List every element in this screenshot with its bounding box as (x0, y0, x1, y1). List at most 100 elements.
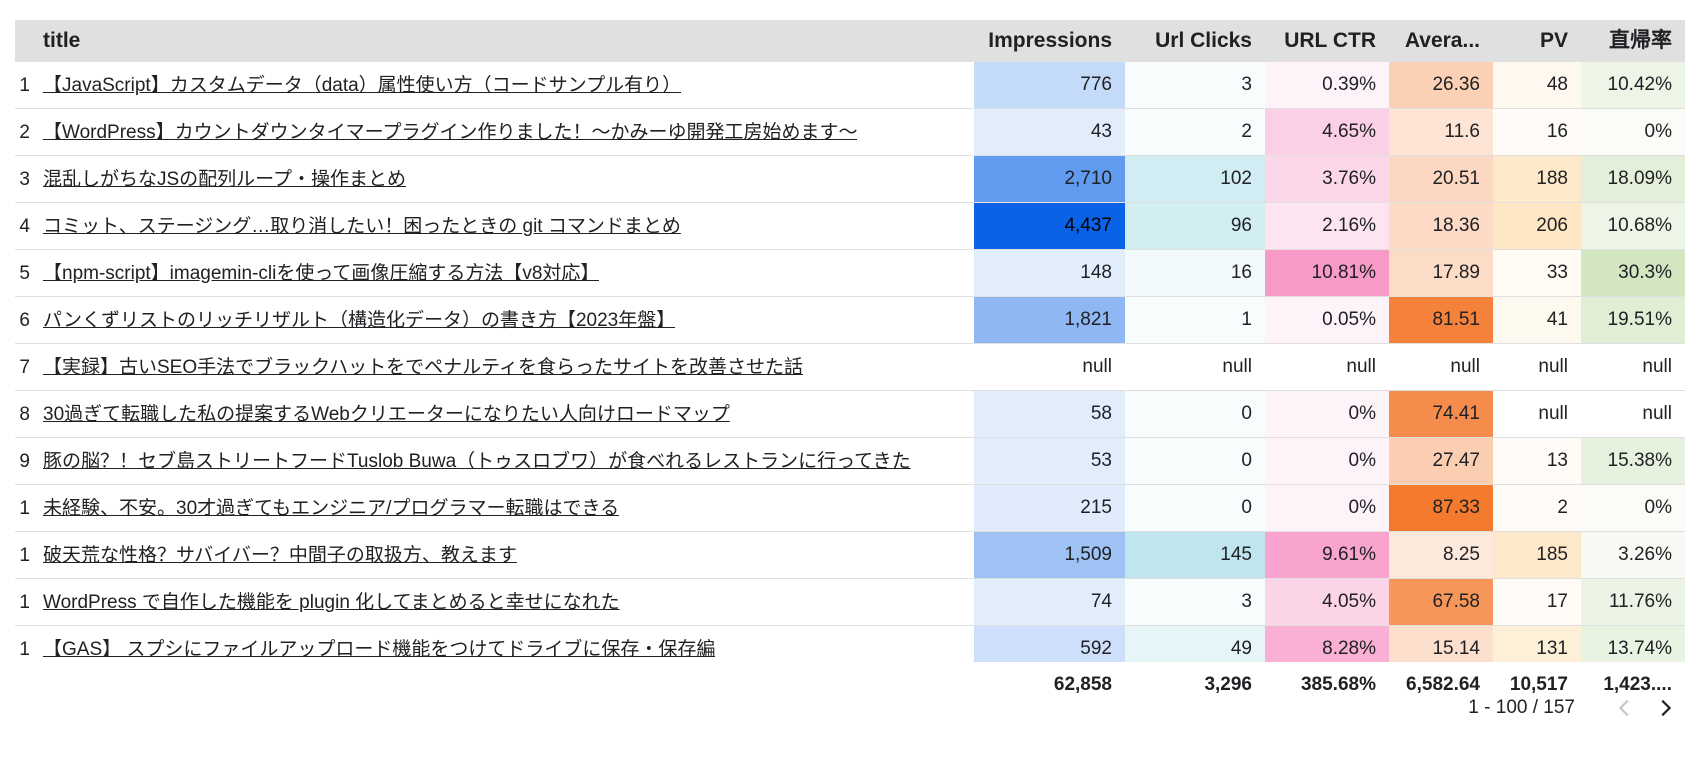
next-page-button[interactable] (1645, 688, 1685, 728)
title-link[interactable]: パンくずリストのリッチリザルト（構造化データ）の書き方【2023年盤】 (43, 309, 676, 331)
row-index: 1 (19, 591, 30, 613)
title-link[interactable]: 未経験、不安。30才過ぎてもエンジニア/プログラマー転職はできる (43, 497, 620, 519)
title-link[interactable]: 豚の脳？！セブ島ストリートフードTuslob Buwa（トゥスロブワ）が食べれる… (43, 450, 911, 472)
row-index: 1 (19, 497, 30, 519)
cell-title: 1 【GAS】 スプシにファイルアップロード機能をつけてドライブに保存・保存編 (15, 626, 974, 662)
header-average[interactable]: Avera... (1404, 29, 1480, 52)
cell-url-clicks: 0 (1125, 438, 1265, 484)
totals-title-cell (15, 663, 974, 707)
cell-url-clicks: 16 (1125, 250, 1265, 296)
cell-average: null (1450, 356, 1480, 377)
title-link[interactable]: WordPress で自作した機能を plugin 化してまとめると幸せになれた (43, 591, 620, 613)
cell-url-clicks: 3 (1125, 579, 1265, 625)
row-index: 8 (19, 403, 30, 425)
title-link[interactable]: 混乱しがちなJSの配列ループ・操作まとめ (43, 168, 407, 190)
cell-average: 26.36 (1389, 62, 1493, 108)
header-url-clicks[interactable]: Url Clicks (1155, 29, 1252, 52)
table-row[interactable]: 3 混乱しがちなJSの配列ループ・操作まとめ 2,710 102 3.76% 20.51 1… (15, 156, 1685, 203)
title-link[interactable]: 【実録】古いSEO手法でブラックハットをでペナルティを食らったサイトを改善させた… (43, 356, 804, 378)
table-row[interactable]: 2 【WordPress】カウントダウンタイマープラグイン作りました！〜かみーゆ開… (15, 109, 1685, 156)
cell-impressions: 1,821 (974, 297, 1125, 343)
cell-bounce-rate: null (1642, 356, 1672, 377)
table-row[interactable]: 8 30過ぎて転職した私の提案するWebクリエーターになりたい人向けロードマップ 5… (15, 391, 1685, 438)
table-row[interactable]: 9 豚の脳？！セブ島ストリートフードTuslob Buwa（トゥスロブワ）が食べれ… (15, 438, 1685, 485)
cell-url-ctr: 3.76% (1265, 156, 1389, 202)
cell-bounce-rate: 3.26% (1581, 532, 1685, 578)
table-row[interactable]: 4 コミット、ステージング…取り消したい！困ったときの git コマンドまとめ 4,… (15, 203, 1685, 250)
table-header: title Impressions Url Clicks URL CTR Ave… (15, 20, 1685, 62)
cell-average: 17.89 (1389, 250, 1493, 296)
cell-average: 18.36 (1389, 203, 1493, 249)
header-title[interactable]: title (43, 29, 81, 52)
table-row[interactable]: 1 【JavaScript】カスタムデータ（data）属性使い方（コードサンプル有… (15, 62, 1685, 109)
cell-impressions: 1,509 (974, 532, 1125, 578)
cell-impressions: null (1082, 356, 1112, 377)
header-bounce-rate[interactable]: 直帰率 (1609, 29, 1672, 52)
cell-impressions: 53 (974, 438, 1125, 484)
cell-bounce-rate: 15.38% (1581, 438, 1685, 484)
cell-url-ctr: 10.81% (1265, 250, 1389, 296)
cell-pv: 206 (1493, 203, 1581, 249)
total-impressions: 62,858 (1053, 674, 1112, 695)
header-url-ctr[interactable]: URL CTR (1284, 29, 1376, 52)
cell-pv: 16 (1493, 109, 1581, 155)
cell-title: 8 30過ぎて転職した私の提案するWebクリエーターになりたい人向けロードマップ (15, 391, 974, 437)
cell-bounce-rate: 10.68% (1581, 203, 1685, 249)
cell-bounce-rate: 18.09% (1581, 156, 1685, 202)
cell-bounce-rate: null (1642, 403, 1672, 424)
cell-title: 1 【JavaScript】カスタムデータ（data）属性使い方（コードサンプル有… (15, 62, 974, 108)
title-link[interactable]: 【JavaScript】カスタムデータ（data）属性使い方（コードサンプル有り… (43, 74, 682, 96)
title-link[interactable]: 破天荒な性格？サバイバー？中間子の取扱方、教えます (43, 544, 517, 566)
cell-pv: 2 (1493, 485, 1581, 531)
title-link[interactable]: 【npm-script】imagemin-cliを使って画像圧縮する方法【v8対… (43, 262, 600, 284)
cell-pv: 185 (1493, 532, 1581, 578)
chevron-left-icon (1618, 699, 1629, 717)
cell-title: 4 コミット、ステージング…取り消したい！困ったときの git コマンドまとめ (15, 203, 974, 249)
cell-url-ctr: 2.16% (1265, 203, 1389, 249)
title-link[interactable]: 30過ぎて転職した私の提案するWebクリエーターになりたい人向けロードマップ (43, 403, 730, 425)
cell-pv: 17 (1493, 579, 1581, 625)
cell-bounce-rate: 30.3% (1581, 250, 1685, 296)
title-link[interactable]: コミット、ステージング…取り消したい！困ったときの git コマンドまとめ (43, 215, 681, 237)
table-row[interactable]: 1 【GAS】 スプシにファイルアップロード機能をつけてドライブに保存・保存編 59… (15, 626, 1685, 662)
table-row[interactable]: 1 破天荒な性格？サバイバー？中間子の取扱方、教えます 1,509 145 9.61% 8… (15, 532, 1685, 579)
cell-url-clicks: 49 (1125, 626, 1265, 662)
table-row[interactable]: 6 パンくずリストのリッチリザルト（構造化データ）の書き方【2023年盤】 1,82… (15, 297, 1685, 344)
cell-url-clicks: 102 (1125, 156, 1265, 202)
cell-title: 1 破天荒な性格？サバイバー？中間子の取扱方、教えます (15, 532, 974, 578)
cell-title: 1 WordPress で自作した機能を plugin 化してまとめると幸せになれ… (15, 579, 974, 625)
cell-average: 8.25 (1389, 532, 1493, 578)
cell-impressions: 2,710 (974, 156, 1125, 202)
cell-url-clicks: 2 (1125, 109, 1265, 155)
cell-pv: 33 (1493, 250, 1581, 296)
cell-impressions: 215 (974, 485, 1125, 531)
cell-title: 9 豚の脳？！セブ島ストリートフードTuslob Buwa（トゥスロブワ）が食べれ… (15, 438, 974, 484)
cell-url-clicks: 96 (1125, 203, 1265, 249)
title-link[interactable]: 【GAS】 スプシにファイルアップロード機能をつけてドライブに保存・保存編 (43, 638, 716, 660)
cell-average: 11.6 (1389, 109, 1493, 155)
prev-page-button[interactable] (1605, 688, 1645, 728)
cell-url-ctr: 8.28% (1265, 626, 1389, 662)
table-row[interactable]: 5 【npm-script】imagemin-cliを使って画像圧縮する方法【v8… (15, 250, 1685, 297)
table-row[interactable]: 1 未経験、不安。30才過ぎてもエンジニア/プログラマー転職はできる 215 0 0% 8… (15, 485, 1685, 532)
cell-impressions: 58 (974, 391, 1125, 437)
cell-average: 87.33 (1389, 485, 1493, 531)
cell-bounce-rate: 0% (1581, 485, 1685, 531)
title-link[interactable]: 【WordPress】カウントダウンタイマープラグイン作りました！〜かみーゆ開発… (43, 121, 858, 143)
row-index: 1 (19, 638, 30, 660)
header-pv[interactable]: PV (1539, 29, 1568, 52)
cell-url-ctr: 0% (1265, 391, 1389, 437)
table-body[interactable]: 1 【JavaScript】カスタムデータ（data）属性使い方（コードサンプル有… (15, 62, 1685, 663)
cell-title: 1 未経験、不安。30才過ぎてもエンジニア/プログラマー転職はできる (15, 485, 974, 531)
cell-url-clicks: 0 (1125, 391, 1265, 437)
row-index: 1 (19, 74, 30, 96)
table-row[interactable]: 7 【実録】古いSEO手法でブラックハットをでペナルティを食らったサイトを改善させ… (15, 344, 1685, 391)
row-index: 2 (19, 121, 30, 143)
pagination: 1 - 100 / 157 (1468, 688, 1685, 728)
table-row[interactable]: 1 WordPress で自作した機能を plugin 化してまとめると幸せになれ… (15, 579, 1685, 626)
row-index: 9 (19, 450, 30, 472)
header-impressions[interactable]: Impressions (988, 29, 1112, 52)
cell-url-clicks: 3 (1125, 62, 1265, 108)
cell-impressions: 43 (974, 109, 1125, 155)
cell-bounce-rate: 11.76% (1581, 579, 1685, 625)
